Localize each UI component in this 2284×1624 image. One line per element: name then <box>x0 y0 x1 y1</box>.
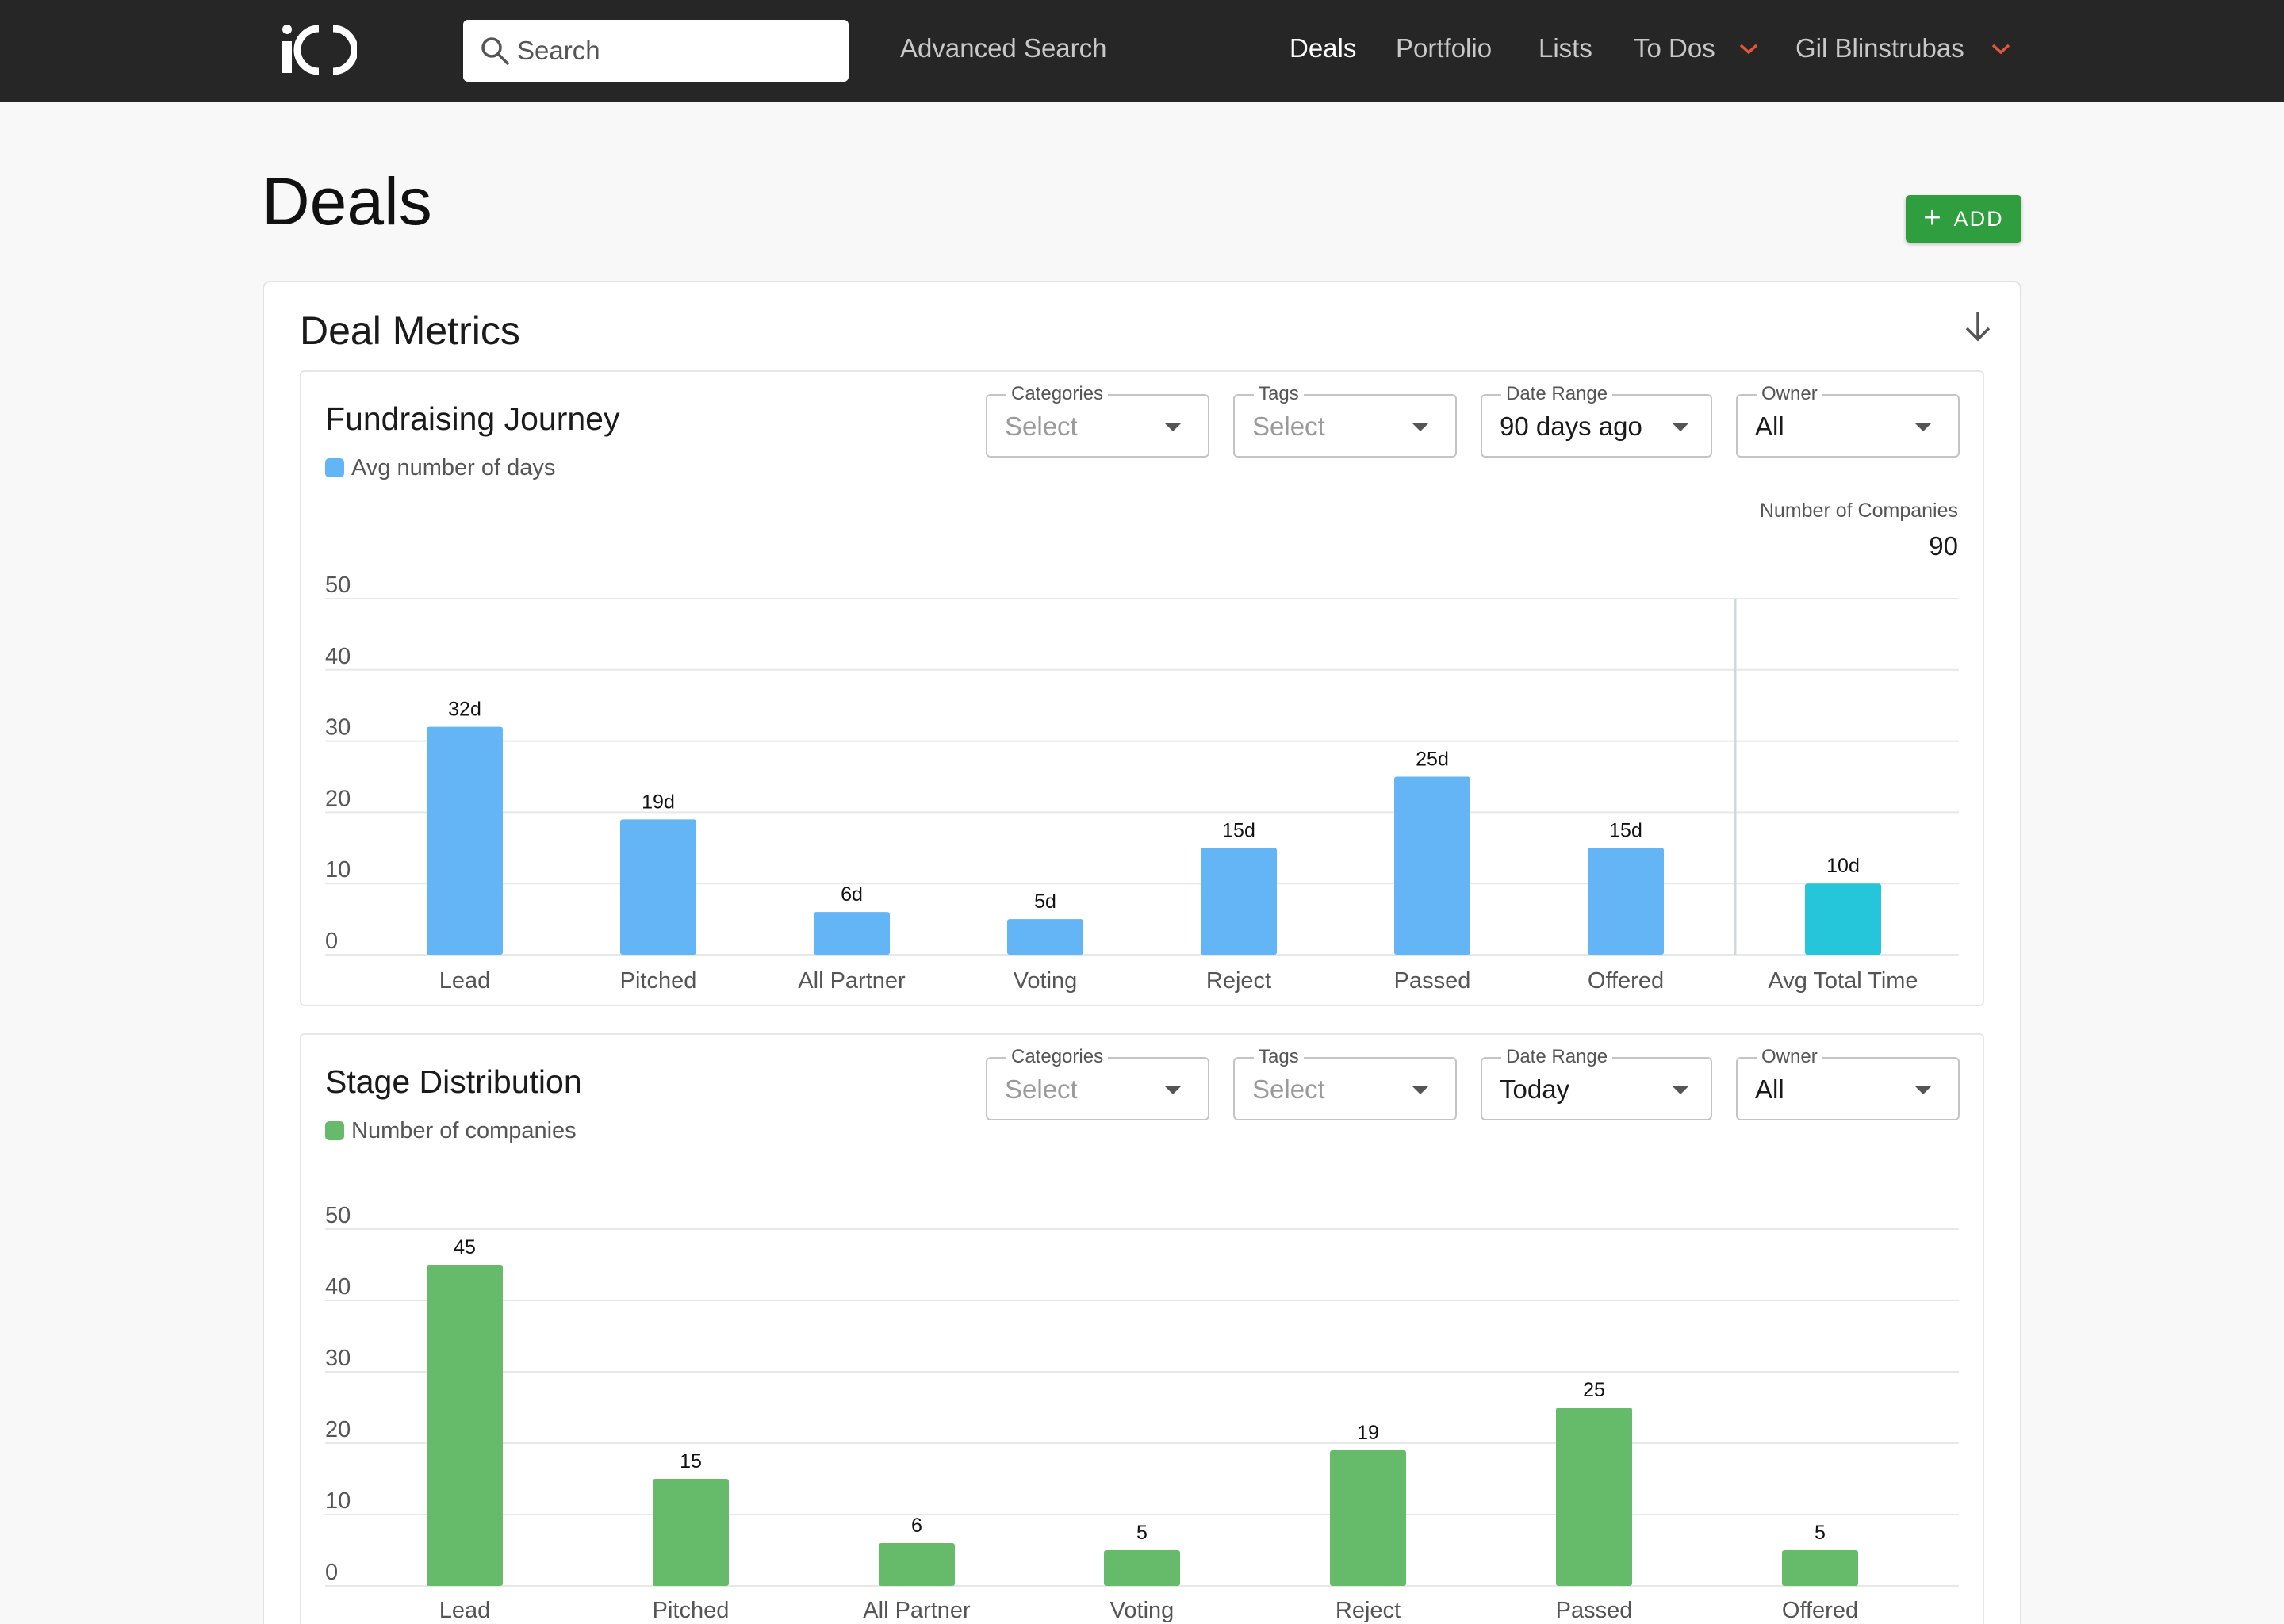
select-value: Select <box>1252 1074 1325 1104</box>
select-label: Tags <box>1254 383 1304 405</box>
nav-to-dos[interactable]: To Dos <box>1634 33 1715 63</box>
search-icon <box>481 37 509 65</box>
select-value: Select <box>1252 412 1325 441</box>
add-button-label: ADD <box>1953 206 2004 231</box>
select-value: Select <box>1005 412 1078 441</box>
select-label: Categories <box>1006 1046 1109 1068</box>
fundraising-journey-panel <box>300 370 1984 1006</box>
caret-down-icon <box>1412 1086 1428 1094</box>
caret-down-icon <box>1915 1086 1931 1094</box>
select-label: Categories <box>1006 383 1109 405</box>
select-value: Today <box>1500 1074 1570 1104</box>
nav-deals[interactable]: Deals <box>1290 33 1357 63</box>
distribution-tags-select[interactable]: Tags Select <box>1233 1046 1457 1120</box>
fundraising-journey-title: Fundraising Journey <box>325 400 620 437</box>
caret-down-icon <box>1673 1086 1688 1094</box>
advanced-search-link[interactable]: Advanced Search <box>900 33 1107 63</box>
user-chevron-down-icon[interactable] <box>1991 41 2011 57</box>
legend-swatch <box>325 458 344 477</box>
select-label: Date Range <box>1501 383 1613 405</box>
select-label: Tags <box>1254 1046 1304 1068</box>
top-nav: Advanced Search Deals Portfolio Lists To… <box>0 0 2284 102</box>
select-value: All <box>1755 412 1784 441</box>
add-deal-button[interactable]: + ADD <box>1906 195 2021 243</box>
search-input[interactable] <box>517 20 834 82</box>
plus-icon: + <box>1923 201 1943 235</box>
select-value: Select <box>1005 1074 1078 1104</box>
search-box[interactable] <box>463 20 849 82</box>
journey-tags-select[interactable]: Tags Select <box>1233 383 1457 458</box>
legend-label: Avg number of days <box>351 455 556 481</box>
number-of-companies-label: Number of Companies <box>1759 500 1958 522</box>
journey-categories-select[interactable]: Categories Select <box>986 383 1209 458</box>
caret-down-icon <box>1412 423 1428 431</box>
nav-lists[interactable]: Lists <box>1539 33 1592 63</box>
legend-swatch <box>325 1121 344 1140</box>
select-label: Owner <box>1757 1046 1822 1068</box>
to-dos-chevron-down-icon[interactable] <box>1738 41 1759 57</box>
stage-distribution-title: Stage Distribution <box>325 1063 582 1100</box>
caret-down-icon <box>1673 423 1688 431</box>
caret-down-icon <box>1165 423 1181 431</box>
distribution-date-range-select[interactable]: Date Range Today <box>1481 1046 1712 1120</box>
select-label: Date Range <box>1501 1046 1613 1068</box>
caret-down-icon <box>1915 423 1931 431</box>
journey-owner-select[interactable]: Owner All <box>1736 383 1960 458</box>
caret-down-icon <box>1165 1086 1181 1094</box>
nav-portfolio[interactable]: Portfolio <box>1396 33 1493 63</box>
page-title: Deals <box>262 164 432 239</box>
app-logo-icon[interactable] <box>278 22 357 78</box>
arrow-down-icon[interactable] <box>1962 309 1994 344</box>
journey-date-range-select[interactable]: Date Range 90 days ago <box>1481 383 1712 458</box>
nav-user-menu[interactable]: Gil Blinstrubas <box>1795 33 1964 63</box>
number-of-companies-value: 90 <box>1929 531 1958 561</box>
deal-metrics-title: Deal Metrics <box>300 308 520 353</box>
legend-label: Number of companies <box>351 1118 577 1143</box>
distribution-owner-select[interactable]: Owner All <box>1736 1046 1960 1120</box>
select-label: Owner <box>1757 383 1822 405</box>
stage-distribution-panel <box>300 1033 1984 1624</box>
distribution-categories-select[interactable]: Categories Select <box>986 1046 1209 1120</box>
select-value: 90 days ago <box>1500 412 1642 441</box>
select-value: All <box>1755 1074 1784 1104</box>
